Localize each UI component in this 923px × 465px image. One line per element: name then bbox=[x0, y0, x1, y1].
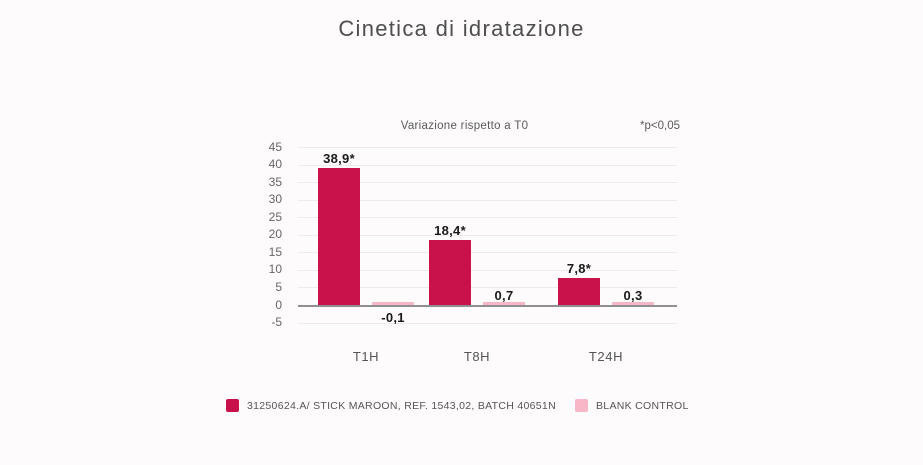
legend-item: BLANK CONTROL bbox=[575, 399, 689, 412]
y-tick-label: 35 bbox=[268, 174, 282, 189]
x-axis-label: T24H bbox=[588, 349, 624, 364]
chart-subtitle: Variazione rispetto a T0 bbox=[400, 120, 529, 132]
legend-item: 31250624.A/ STICK MAROON, REF. 1543,02, … bbox=[226, 399, 556, 412]
gridline bbox=[298, 217, 677, 218]
y-tick-label: 20 bbox=[268, 227, 282, 242]
legend-swatch bbox=[575, 399, 588, 412]
legend-label: 31250624.A/ STICK MAROON, REF. 1543,02, … bbox=[247, 399, 556, 412]
y-tick-label: 45 bbox=[268, 139, 282, 154]
gridline bbox=[298, 182, 677, 183]
bar-blank-control bbox=[612, 302, 654, 305]
gridline bbox=[298, 252, 677, 253]
y-tick-label: 0 bbox=[275, 297, 282, 312]
y-tick-label: 25 bbox=[268, 209, 282, 224]
gridline bbox=[298, 323, 677, 324]
gridline bbox=[298, 200, 677, 201]
bar-stick-maroon bbox=[429, 240, 471, 305]
gridline bbox=[298, 287, 677, 288]
y-tick-label: 40 bbox=[268, 157, 282, 172]
significance-note: *p<0,05 bbox=[640, 120, 680, 132]
bar-value-label: 7,8* bbox=[566, 260, 592, 276]
bar-blank-control bbox=[483, 302, 525, 305]
x-axis-label: T8H bbox=[463, 349, 491, 364]
gridline bbox=[298, 270, 677, 271]
y-tick-label: 5 bbox=[275, 279, 282, 294]
bar-value-label: -0,1 bbox=[381, 309, 405, 325]
bar-stick-maroon bbox=[558, 277, 600, 305]
gridline bbox=[298, 147, 677, 148]
bar-value-label: 38,9* bbox=[323, 151, 355, 167]
bar-value-label: 0,7 bbox=[494, 288, 514, 303]
y-tick-label: 15 bbox=[268, 244, 282, 259]
legend-swatch bbox=[226, 399, 239, 412]
y-tick-label: -5 bbox=[271, 315, 282, 330]
bar-stick-maroon bbox=[318, 168, 360, 305]
bar-value-label: 0,3 bbox=[623, 288, 643, 303]
gridline bbox=[298, 235, 677, 236]
gridline bbox=[298, 165, 677, 166]
y-tick-label: 30 bbox=[268, 192, 282, 207]
y-tick-label: 10 bbox=[268, 262, 282, 277]
legend-label: BLANK CONTROL bbox=[596, 399, 689, 412]
bar-blank-control bbox=[372, 302, 414, 305]
bar-value-label: 18,4* bbox=[434, 223, 466, 239]
zero-axis-line bbox=[298, 305, 677, 307]
page-title: Cinetica di idratazione bbox=[338, 16, 585, 41]
x-axis-label: T1H bbox=[352, 349, 380, 364]
